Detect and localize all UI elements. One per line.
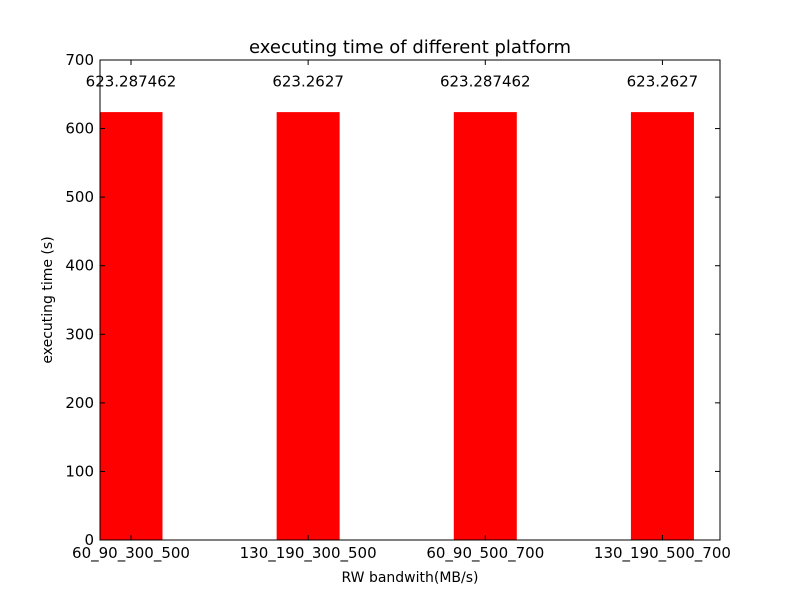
bar-2 xyxy=(453,112,517,541)
y-tick-label-7: 700 xyxy=(65,51,94,69)
y-tick-label-4: 400 xyxy=(65,257,94,275)
y-tick-label-2: 200 xyxy=(65,394,94,412)
x-tick-label-3: 130_190_500_700 xyxy=(594,544,731,563)
y-tick-label-5: 500 xyxy=(65,188,94,206)
bar-1 xyxy=(276,112,340,541)
bar-0 xyxy=(99,112,163,541)
data-label-3: 623.2627 xyxy=(627,73,699,91)
data-label-2: 623.287462 xyxy=(440,73,531,91)
bars-layer xyxy=(99,112,694,541)
y-axis-label: executing time (s) xyxy=(40,236,56,363)
ticks-layer xyxy=(100,59,720,541)
plot-frame xyxy=(99,59,721,541)
x-tick-label-1: 130_190_300_500 xyxy=(240,544,377,563)
data-label-0: 623.287462 xyxy=(86,73,177,91)
bar-3 xyxy=(630,112,694,541)
labels-layer: 623.287462 60_90_300_500 623.2627 130_190_3… xyxy=(65,51,731,563)
y-tick-label-3: 300 xyxy=(65,325,94,343)
x-tick-label-2: 60_90_500_700 xyxy=(426,544,544,563)
y-tick-label-1: 100 xyxy=(65,462,94,480)
data-label-1: 623.2627 xyxy=(272,73,344,91)
chart-title: executing time of different platform xyxy=(249,37,571,58)
x-tick-label-0: 60_90_300_500 xyxy=(72,544,190,563)
y-tick-label-6: 600 xyxy=(65,120,94,138)
x-axis-label: RW bandwith(MB/s) xyxy=(342,570,479,586)
y-tick-label-0: 0 xyxy=(84,531,94,549)
